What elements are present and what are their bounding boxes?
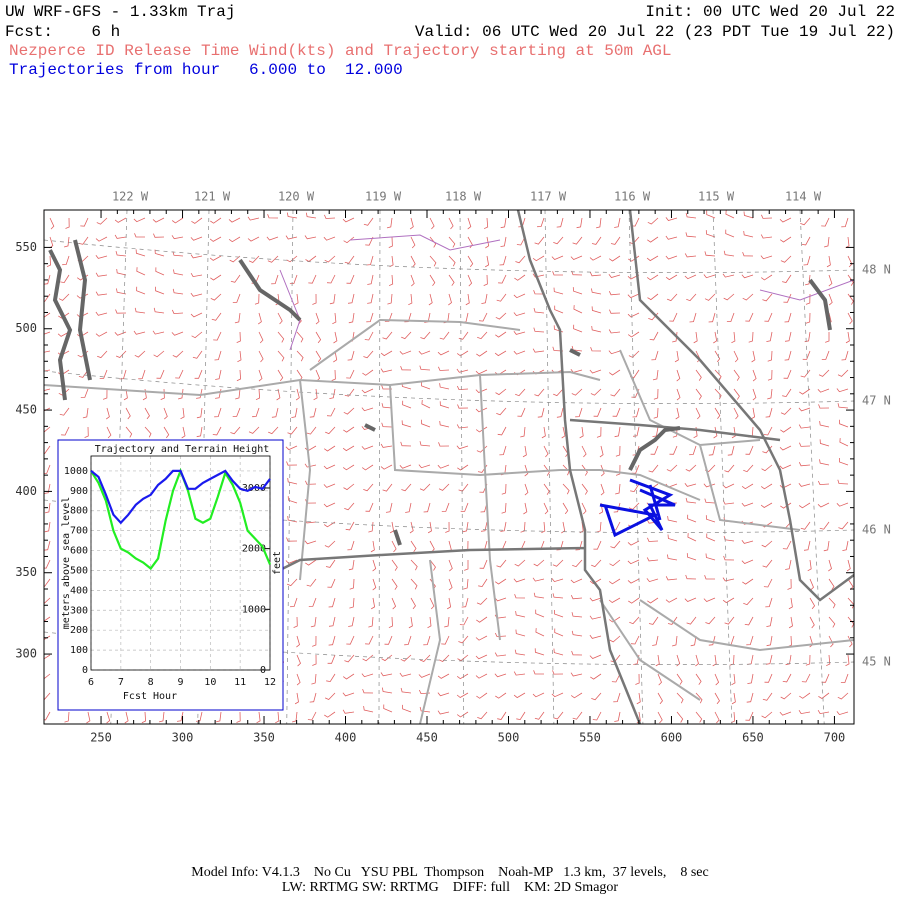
longitude-line: [799, 210, 825, 724]
longitude-line: [286, 210, 294, 724]
init-time: Init: 00 UTC Wed 20 Jul 22: [645, 3, 895, 21]
inset-title: Trajectory and Terrain Height: [95, 444, 270, 455]
longitude-label: 121 W: [194, 190, 231, 204]
y-tick-label: 300: [70, 605, 88, 616]
x-tick-label: 500: [498, 731, 520, 745]
y-tick-label: 900: [70, 486, 88, 497]
footer-model-info: Model Info: V4.1.3 No Cu YSU PBL Thompso…: [191, 865, 708, 880]
borders: [44, 210, 854, 724]
inset-y-label: meters above sea level: [61, 497, 72, 629]
x-tick-label: 12: [264, 677, 276, 688]
y2-tick-label: 0: [260, 665, 266, 676]
y-tick-label: 200: [70, 625, 88, 636]
x-tick-label: 700: [824, 731, 846, 745]
x-tick-label: 250: [90, 731, 112, 745]
y-tick-label: 100: [70, 645, 88, 656]
footer-physics: LW: RRTMG SW: RRTMG DIFF: full KM: 2D Sm…: [282, 880, 618, 895]
x-tick-label: 10: [204, 677, 216, 688]
y2-tick-label: 2000: [242, 544, 266, 555]
x-tick-label: 300: [172, 731, 194, 745]
y-tick-label: 450: [15, 403, 37, 417]
longitude-label: 122 W: [112, 190, 149, 204]
longitude-line: [378, 210, 381, 724]
y-tick-label: 0: [82, 665, 88, 676]
series-line: [90, 469, 271, 525]
map-frame: [43, 209, 855, 725]
y-tick-label: 1000: [64, 466, 88, 477]
county-lines: [44, 318, 854, 724]
y-tick-label: 600: [70, 546, 88, 557]
longitude-label: 119 W: [365, 190, 402, 204]
longitude-label: 118 W: [445, 190, 482, 204]
trajectory-paths: [599, 478, 676, 538]
description: Nezperce ID Release Time Wind(kts) and T…: [9, 42, 672, 60]
latitude-label: 46 N: [862, 523, 891, 537]
x-tick-label: 7: [118, 677, 124, 688]
y-tick-label: 700: [70, 526, 88, 537]
y-tick-label: 350: [15, 565, 37, 579]
inset-chart: Trajectory and Terrain Height Fcst Hour …: [57, 439, 284, 711]
y-tick-label: 300: [15, 647, 37, 661]
y-tick-label: 400: [15, 484, 37, 498]
y-tick-label: 500: [15, 321, 37, 335]
inset-frame: [57, 439, 284, 711]
x-tick-label: 8: [148, 677, 154, 688]
y-tick-label: 400: [70, 585, 88, 596]
y-tick-label: 550: [15, 240, 37, 254]
y2-tick-label: 1000: [242, 604, 266, 615]
forecast-hour: Fcst: 6 h: [5, 23, 120, 41]
longitude-label: 116 W: [614, 190, 651, 204]
longitude-line: [459, 210, 465, 724]
state-borders: [269, 210, 854, 724]
title: UW WRF-GFS - 1.33km Traj: [5, 3, 235, 21]
longitude-label: 115 W: [698, 190, 735, 204]
longitude-line: [544, 210, 555, 724]
inset-y2-label: feet: [272, 551, 283, 575]
inset-x-label: Fcst Hour: [123, 691, 177, 702]
x-tick-label: 400: [335, 731, 357, 745]
valid-time: Valid: 06 UTC Wed 20 Jul 22 (23 PDT Tue …: [415, 23, 895, 41]
longitude-label: 114 W: [785, 190, 822, 204]
x-tick-label: 6: [88, 677, 94, 688]
coastline-rivers: [48, 239, 832, 546]
x-tick-label: 650: [742, 731, 764, 745]
x-tick-label: 550: [579, 731, 601, 745]
longitude-line: [712, 210, 733, 724]
x-tick-label: 450: [416, 731, 438, 745]
x-tick-label: 350: [253, 731, 275, 745]
latitude-label: 45 N: [862, 655, 891, 669]
y-tick-label: 800: [70, 506, 88, 517]
longitude-label: 120 W: [278, 190, 315, 204]
latitude-label: 48 N: [862, 263, 891, 277]
longitude-label: 117 W: [530, 190, 567, 204]
latitude-label: 47 N: [862, 394, 891, 408]
x-tick-label: 11: [234, 677, 246, 688]
trajectory-range: Trajectories from hour 6.000 to 12.000: [9, 61, 403, 79]
x-tick-label: 600: [661, 731, 683, 745]
x-tick-label: 9: [177, 677, 183, 688]
longitude-line: [628, 210, 644, 724]
y-tick-label: 500: [70, 565, 88, 576]
